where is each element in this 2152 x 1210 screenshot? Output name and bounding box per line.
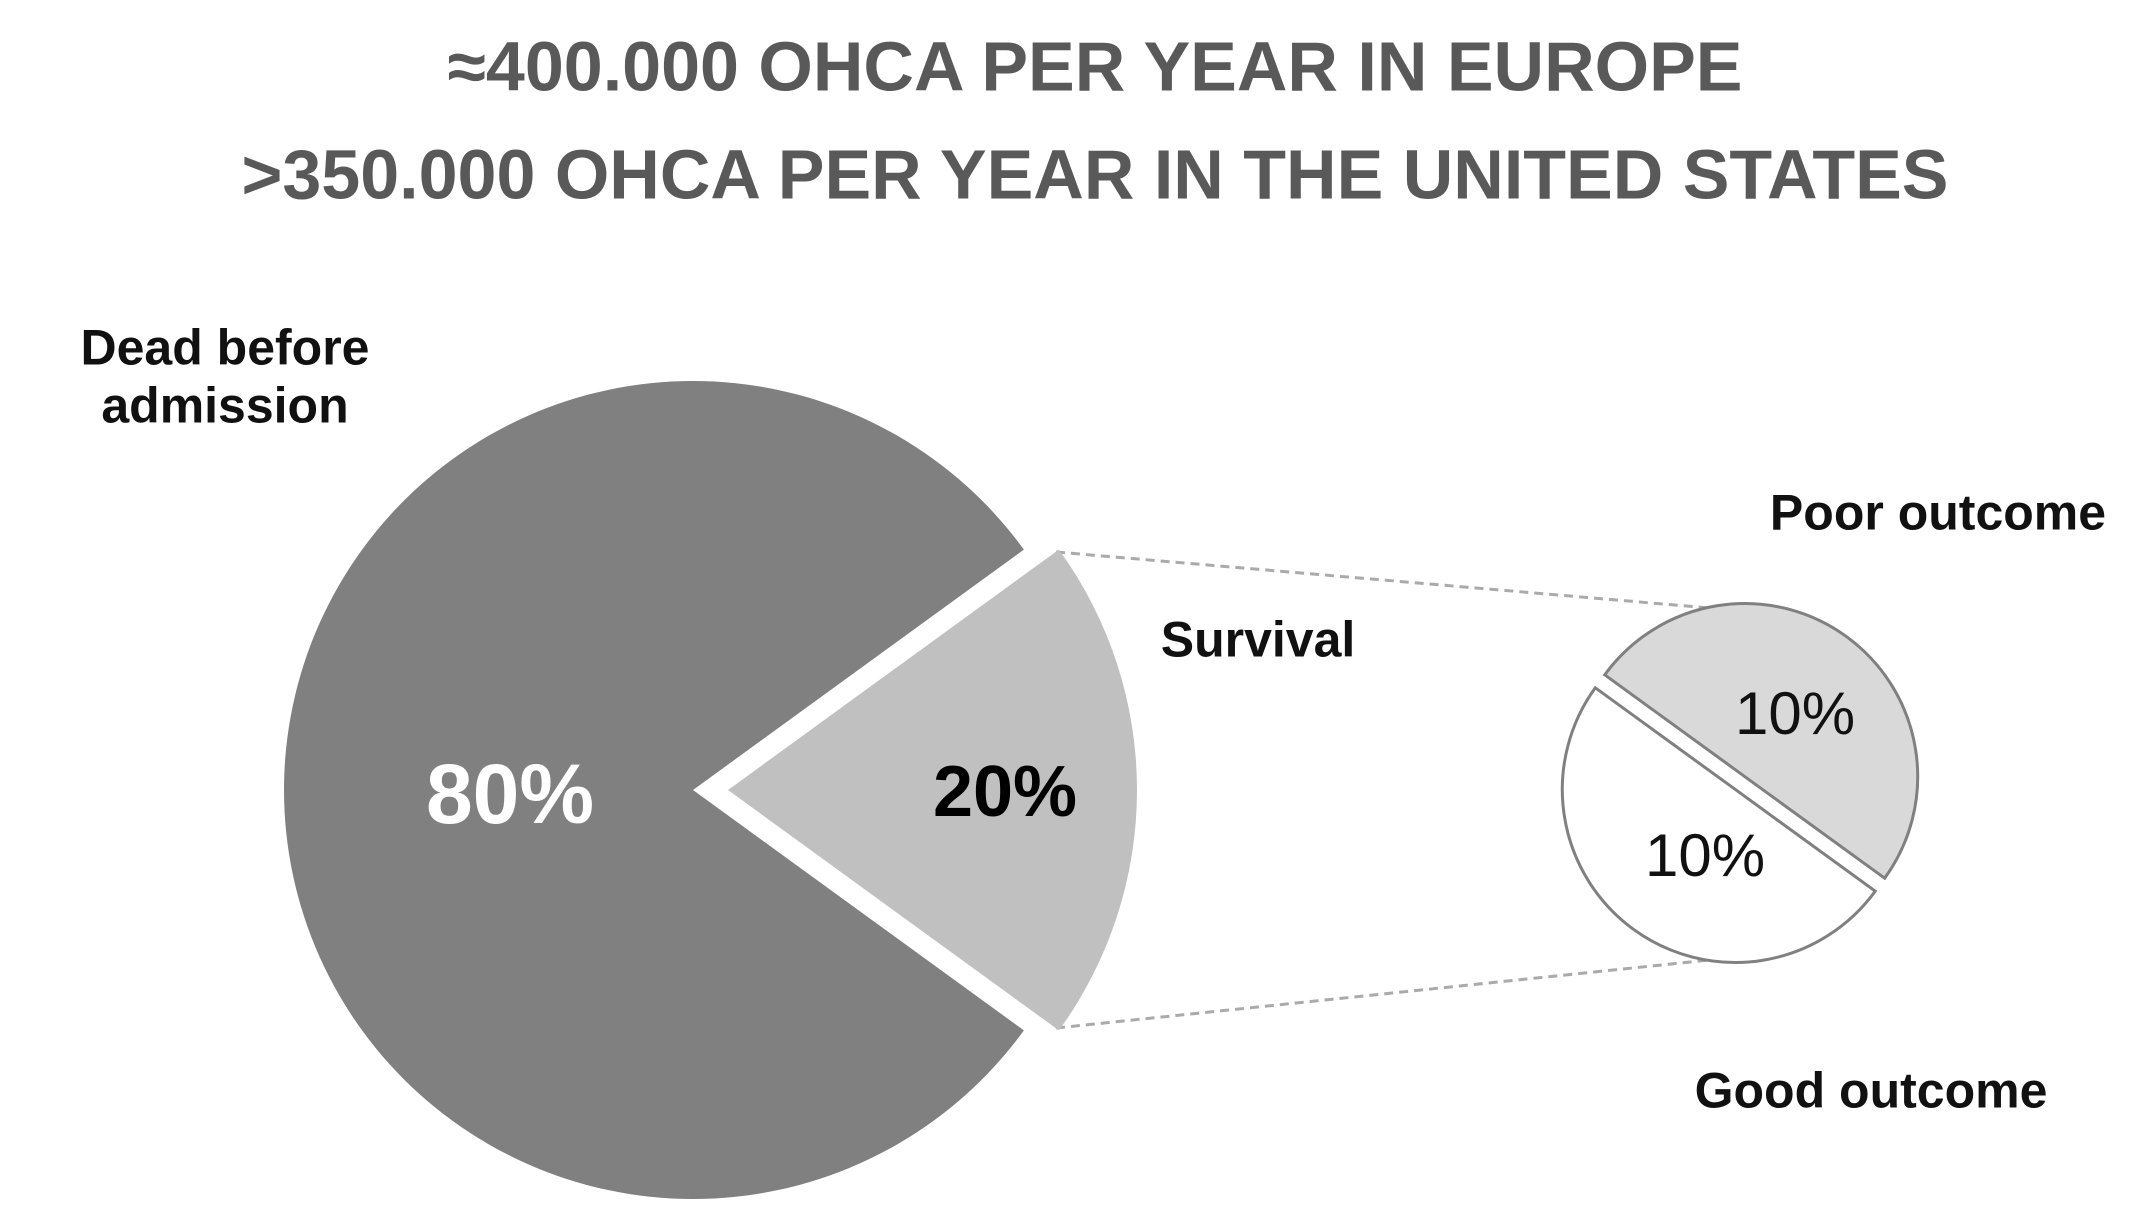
pie-slice [728,549,1137,1031]
pie-slice [1560,685,1878,964]
connector-line [1055,957,1720,1030]
category-label: Good outcome [1694,1062,2048,1119]
chart-title: ≈400.000 OHCA PER YEAR IN EUROPE [448,27,1743,105]
category-label: Dead before admission [80,319,370,434]
category-label: Survival [1160,611,1356,668]
pie-slice [1602,602,1920,881]
value-label: 80% [426,747,594,841]
value-label: 10% [1735,680,1855,747]
category-label: Poor outcome [1769,484,2107,541]
pie-slice [284,381,1024,1200]
value-label: 20% [933,752,1077,832]
connector-line [1055,550,1734,612]
chart-subtitle: >350.000 OHCA PER YEAR IN THE UNITED STA… [241,135,1948,213]
value-label: 10% [1645,822,1765,889]
